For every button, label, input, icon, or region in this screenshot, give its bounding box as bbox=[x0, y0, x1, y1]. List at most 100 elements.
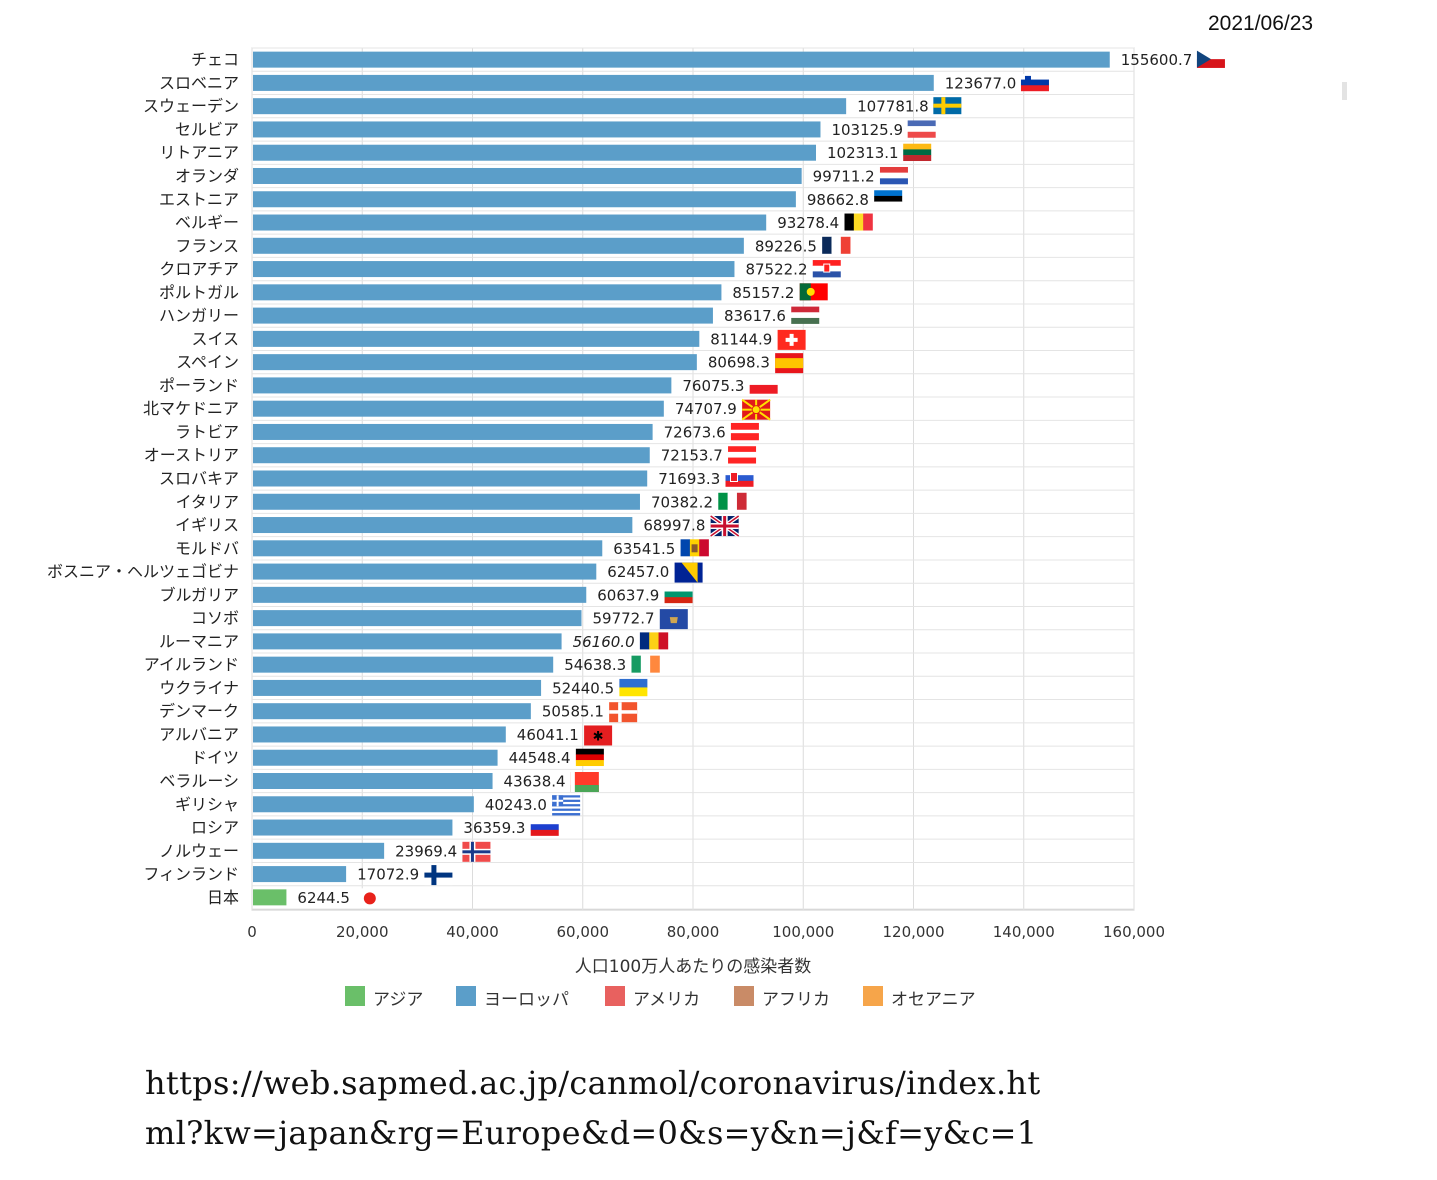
flag-rs-icon bbox=[907, 120, 936, 138]
bar-xk[interactable] bbox=[253, 610, 582, 627]
bar-pl[interactable] bbox=[253, 377, 672, 394]
bar-pt[interactable] bbox=[253, 284, 722, 301]
flag-cz-icon bbox=[1196, 50, 1225, 68]
bar-ie[interactable] bbox=[253, 656, 554, 673]
legend-swatch bbox=[456, 986, 476, 1006]
bar-ru[interactable] bbox=[253, 819, 453, 836]
bar-no[interactable] bbox=[253, 842, 385, 859]
value-label: 81144.9 bbox=[710, 330, 772, 348]
category-labels: チェコスロベニアスウェーデンセルビアリトアニアオランダエストニアベルギーフランス… bbox=[47, 50, 239, 907]
category-label: ウクライナ bbox=[159, 678, 239, 697]
flag-fi-icon bbox=[424, 865, 453, 886]
value-label: 74707.9 bbox=[675, 400, 737, 418]
source-url[interactable]: https://web.sapmed.ac.jp/canmol/coronavi… bbox=[145, 1058, 1041, 1158]
bar-fr[interactable] bbox=[253, 237, 744, 254]
bar-ua[interactable] bbox=[253, 679, 542, 696]
flag-it-icon bbox=[718, 492, 747, 510]
legend-swatch bbox=[605, 986, 625, 1006]
bar-si[interactable] bbox=[253, 74, 934, 91]
value-label: 40243.0 bbox=[485, 796, 547, 814]
value-label: 123677.0 bbox=[945, 74, 1017, 92]
value-label: 89226.5 bbox=[755, 237, 817, 255]
x-axis-title: 人口100万人あたりの感染者数 bbox=[575, 957, 811, 977]
bar-bg[interactable] bbox=[253, 586, 587, 603]
bar-mk[interactable] bbox=[253, 400, 664, 417]
bar-fi[interactable] bbox=[253, 866, 347, 883]
category-label: 日本 bbox=[207, 888, 239, 907]
category-label: アルバニア bbox=[159, 725, 239, 744]
legend-label: アジア bbox=[373, 990, 423, 1010]
value-label: 62457.0 bbox=[607, 563, 669, 581]
value-label: 54638.3 bbox=[564, 656, 626, 674]
value-label: 60637.9 bbox=[597, 586, 659, 604]
value-label: 50585.1 bbox=[542, 703, 604, 721]
category-label: イギリス bbox=[175, 516, 239, 535]
bar-gr[interactable] bbox=[253, 796, 474, 813]
flag-lt-icon bbox=[903, 143, 932, 162]
bar-hr[interactable] bbox=[253, 261, 735, 278]
category-label: リトアニア bbox=[159, 143, 239, 162]
value-label: 72153.7 bbox=[661, 447, 723, 465]
bar-at[interactable] bbox=[253, 447, 650, 464]
flag-by-icon bbox=[570, 772, 599, 793]
x-tick-label: 20,000 bbox=[336, 923, 389, 941]
bar-es[interactable] bbox=[253, 354, 697, 371]
flag-fr-icon bbox=[822, 236, 851, 254]
bar-rs[interactable] bbox=[253, 121, 821, 138]
bar-it[interactable] bbox=[253, 493, 640, 510]
x-tick-label: 160,000 bbox=[1103, 923, 1165, 941]
bar-dk[interactable] bbox=[253, 703, 531, 720]
bar-ch[interactable] bbox=[253, 330, 700, 347]
bar-md[interactable] bbox=[253, 540, 603, 557]
category-label: オーストリア bbox=[144, 446, 239, 465]
x-tick-label: 120,000 bbox=[882, 923, 944, 941]
category-label: デンマーク bbox=[159, 702, 239, 721]
bar-ro[interactable] bbox=[253, 633, 562, 650]
value-label: 70382.2 bbox=[651, 493, 713, 511]
flag-mk-icon bbox=[741, 398, 771, 421]
category-label: エストニア bbox=[159, 190, 239, 209]
category-label: チェコ bbox=[191, 50, 239, 69]
bar-by[interactable] bbox=[253, 773, 493, 790]
flags-group: ✱ bbox=[355, 50, 1225, 909]
category-label: オランダ bbox=[175, 166, 239, 185]
bar-nl[interactable] bbox=[253, 167, 802, 184]
category-label: ベルギー bbox=[175, 213, 239, 232]
flag-ee-icon bbox=[874, 190, 903, 208]
bar-hu[interactable] bbox=[253, 307, 713, 324]
category-label: スペイン bbox=[176, 353, 239, 372]
flag-ba-icon bbox=[674, 562, 703, 583]
bar-de[interactable] bbox=[253, 749, 498, 766]
category-label: ブルガリア bbox=[159, 585, 239, 604]
bar-se[interactable] bbox=[253, 98, 847, 115]
bar-be[interactable] bbox=[253, 214, 767, 231]
bar-jp[interactable] bbox=[253, 889, 287, 906]
value-label: 107781.8 bbox=[857, 98, 929, 116]
bar-ee[interactable] bbox=[253, 191, 796, 208]
x-tick-label: 140,000 bbox=[993, 923, 1055, 941]
value-label: 72673.6 bbox=[664, 423, 726, 441]
bar-gb[interactable] bbox=[253, 517, 633, 534]
bar-ba[interactable] bbox=[253, 563, 597, 580]
category-label: スイス bbox=[191, 329, 239, 348]
category-label: ボスニア・ヘルツェゴビナ bbox=[47, 562, 239, 581]
bar-al[interactable] bbox=[253, 726, 506, 743]
source-url-line-1[interactable]: https://web.sapmed.ac.jp/canmol/coronavi… bbox=[145, 1064, 1041, 1102]
flag-gr-icon bbox=[552, 795, 581, 816]
bar-lv[interactable] bbox=[253, 423, 653, 440]
bar-sk[interactable] bbox=[253, 470, 648, 487]
bar-chart: チェコスロベニアスウェーデンセルビアリトアニアオランダエストニアベルギーフランス… bbox=[47, 47, 1225, 1010]
bar-lt[interactable] bbox=[253, 144, 817, 161]
flag-at-icon bbox=[728, 446, 757, 464]
category-label: コソボ bbox=[191, 609, 239, 628]
flag-al-icon: ✱ bbox=[584, 725, 613, 746]
value-label: 6244.5 bbox=[297, 889, 350, 907]
value-label: 76075.3 bbox=[682, 377, 744, 395]
source-url-line-2[interactable]: ml?kw=japan&rg=Europe&d=0&s=y&n=j&f=y&c=… bbox=[145, 1114, 1038, 1152]
bar-cz[interactable] bbox=[253, 51, 1110, 68]
value-label: 71693.3 bbox=[658, 470, 720, 488]
category-label: クロアチア bbox=[159, 260, 239, 279]
flag-gb-icon bbox=[709, 514, 740, 538]
value-label: 155600.7 bbox=[1121, 51, 1193, 69]
category-label: ラトビア bbox=[175, 422, 239, 441]
